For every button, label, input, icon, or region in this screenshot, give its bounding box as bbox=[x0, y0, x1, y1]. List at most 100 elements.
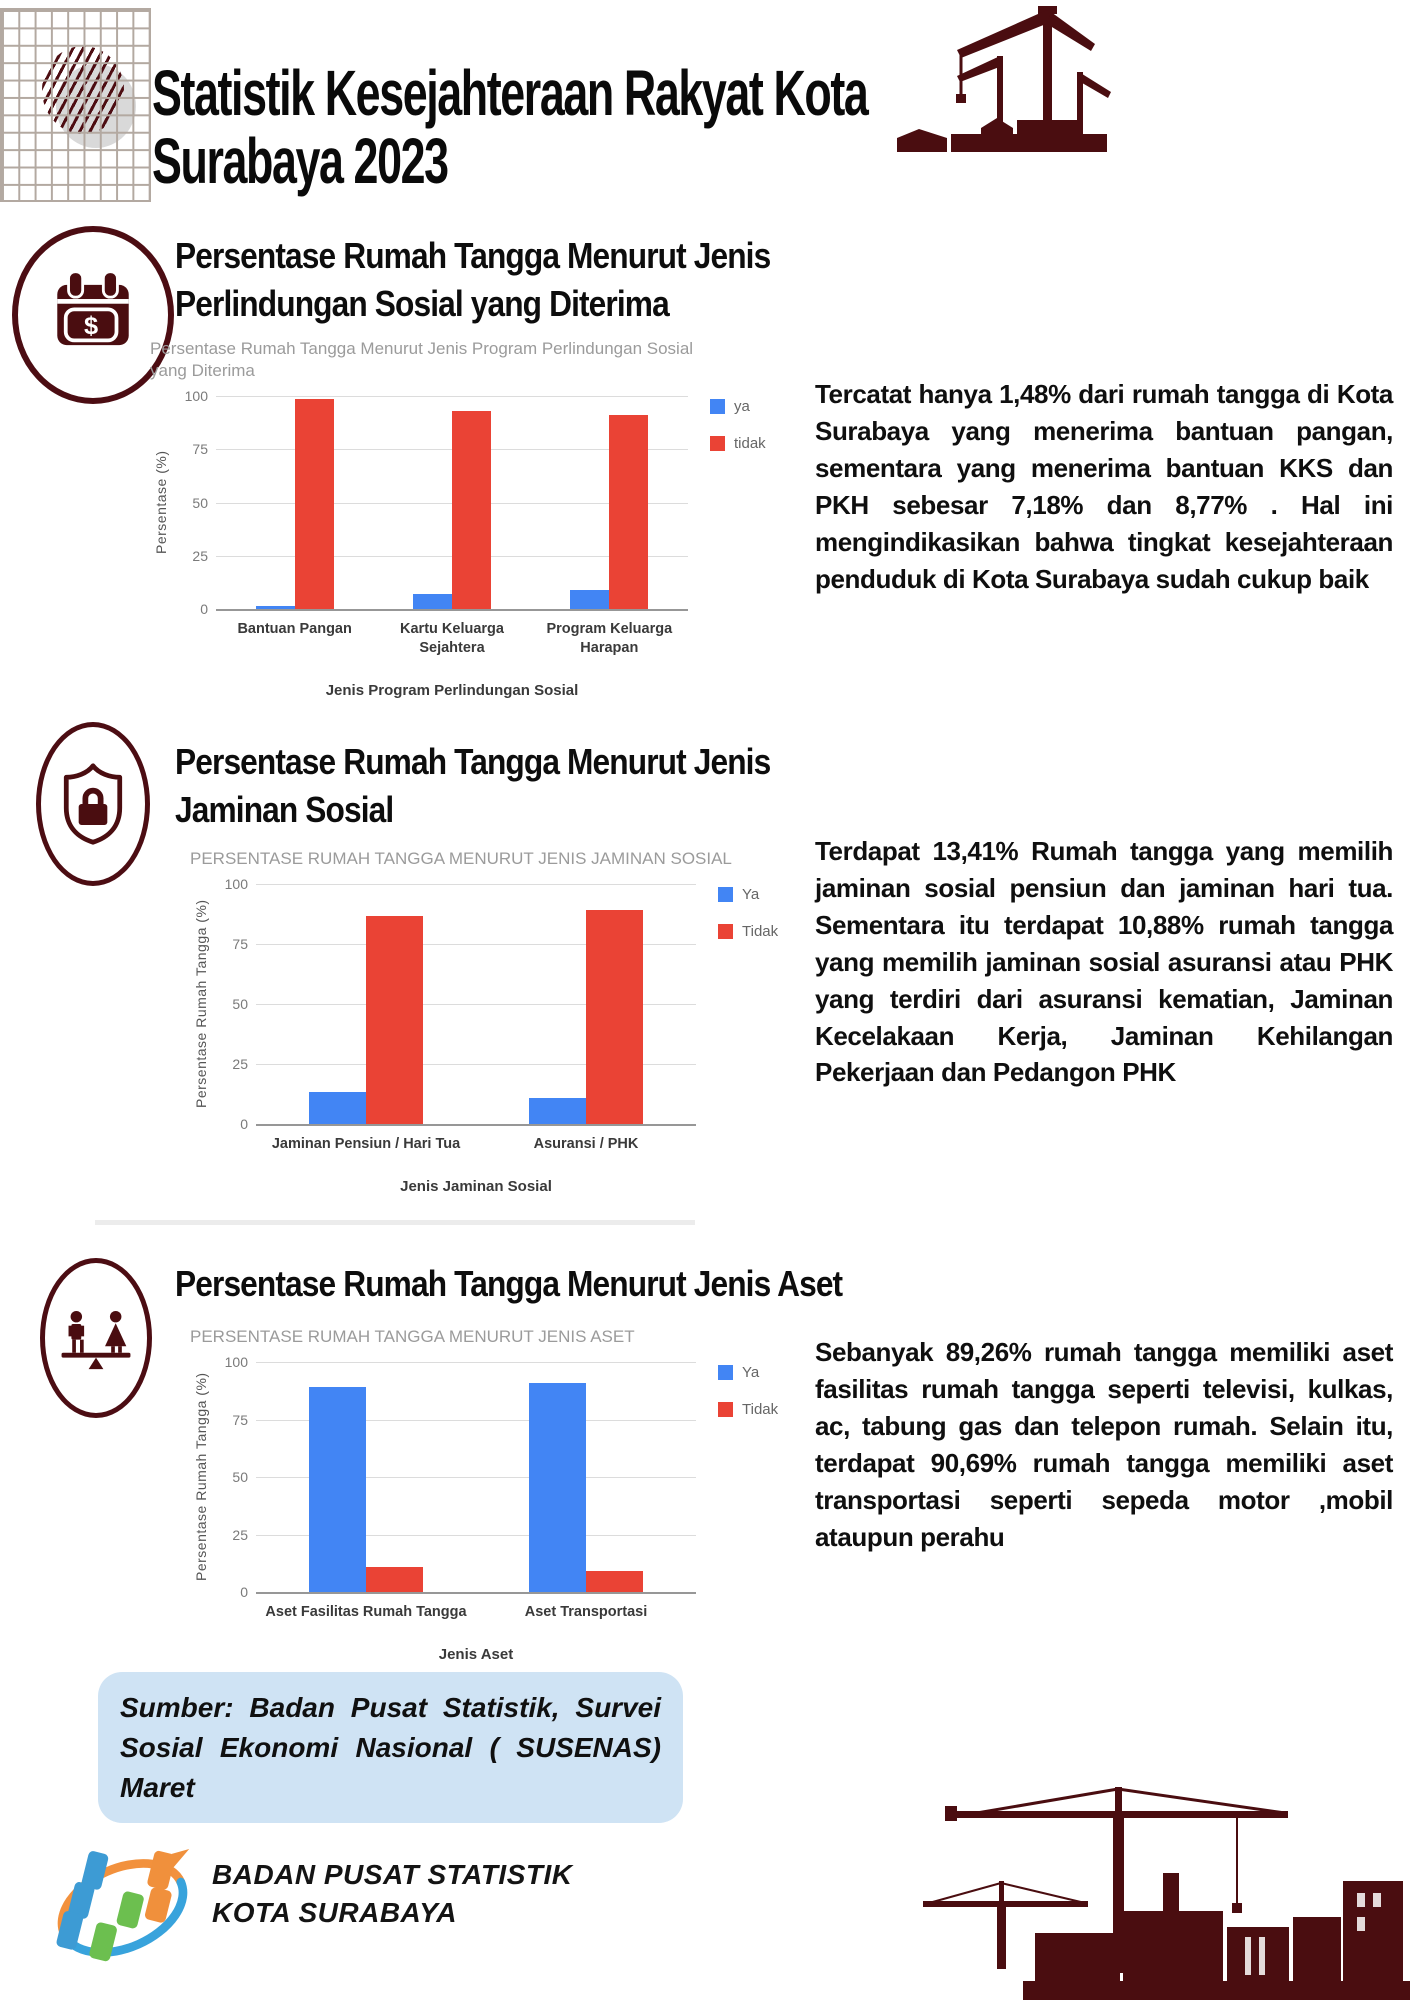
legend-swatch bbox=[718, 887, 733, 903]
bar-tidak bbox=[586, 910, 643, 1125]
svg-text:$: $ bbox=[84, 312, 98, 340]
social-security-icon-badge bbox=[36, 722, 150, 886]
legend-label: Tidak bbox=[742, 1401, 779, 1419]
axis-column: 0 25 50 75 100 Jaminan Pensiun / Hari Tua Asur… bbox=[225, 876, 696, 1195]
y-tick-label: 25 bbox=[192, 547, 208, 564]
plot-area: 0 25 50 75 100 bbox=[225, 1354, 696, 1600]
y-tick-label: 25 bbox=[232, 1056, 248, 1073]
y-tick-label: 75 bbox=[232, 936, 248, 953]
calendar-dollar-icon: $ bbox=[57, 270, 129, 346]
legend: Ya Tidak bbox=[718, 886, 778, 940]
bar-tidak bbox=[366, 1567, 423, 1593]
bar-ya bbox=[309, 1092, 366, 1125]
y-tick-label: 100 bbox=[184, 388, 208, 405]
bar-tidak bbox=[586, 1571, 643, 1593]
y-tick-label: 0 bbox=[240, 1584, 248, 1601]
chart-body: Persentase (%) 0 25 50 75 100 Bantuan Pangan Ka… bbox=[150, 388, 766, 699]
plot-area: 0 25 50 75 100 bbox=[225, 876, 696, 1132]
footer-organization: BADAN PUSAT STATISTIK KOTA SURABAYA bbox=[212, 1856, 573, 1931]
legend-item: Tidak bbox=[718, 923, 778, 940]
y-tick-label: 0 bbox=[240, 1116, 248, 1133]
gridline bbox=[256, 884, 696, 886]
category-label: Asuransi / PHK bbox=[533, 1136, 639, 1153]
chart-2-bottom-edge bbox=[95, 1220, 695, 1225]
section-1-heading: Persentase Rumah Tangga Menurut Jenis Pe… bbox=[175, 235, 771, 324]
y-axis-label: Persentase Rumah Tangga (%) bbox=[193, 1372, 209, 1582]
chart-perlindungan-sosial: Persentase Rumah Tangga Menurut Jenis Pr… bbox=[150, 338, 766, 699]
x-axis-label: Jenis Program Perlindungan Sosial bbox=[325, 681, 579, 699]
legend-item: tidak bbox=[710, 435, 766, 452]
legend: Ya Tidak bbox=[718, 1364, 778, 1418]
port-crane-illustration bbox=[897, 6, 1111, 152]
chart-jenis-aset: PERSENTASE RUMAH TANGGA MENURUT JENIS AS… bbox=[190, 1326, 778, 1663]
legend-label: tidak bbox=[734, 435, 766, 453]
bar-groups bbox=[216, 396, 688, 610]
x-axis-label: Jenis Jaminan Sosial bbox=[400, 1177, 552, 1195]
y-tick-label: 75 bbox=[232, 1411, 248, 1428]
y-tick-label: 100 bbox=[224, 876, 248, 893]
gender-balance-icon bbox=[61, 1310, 131, 1370]
legend-item: Tidak bbox=[718, 1401, 778, 1418]
chart-body: Persentase Rumah Tangga (%) 0 25 50 75 100 Jam… bbox=[190, 876, 778, 1195]
category-label: Jaminan Pensiun / Hari Tua bbox=[271, 1136, 461, 1153]
source-box: Sumber: Badan Pusat Statistik, Survei So… bbox=[98, 1672, 683, 1824]
shield-lock-icon bbox=[63, 763, 123, 845]
social-protection-icon-badge: $ bbox=[12, 226, 174, 404]
bar-groups bbox=[256, 1362, 696, 1593]
category-labels: Aset Fasilitas Rumah Tangga Aset Transpor… bbox=[256, 1603, 696, 1622]
section-2-paragraph: Terdapat 13,41% Rumah tangga yang memili… bbox=[815, 836, 1393, 1088]
footer-org-line1: BADAN PUSAT STATISTIK bbox=[212, 1859, 573, 1890]
category-label: Aset Fasilitas Rumah Tangga bbox=[265, 1604, 467, 1621]
y-tick-label: 25 bbox=[232, 1526, 248, 1543]
header-hatched-circle bbox=[42, 46, 124, 134]
legend-swatch bbox=[710, 436, 725, 452]
legend-swatch bbox=[718, 924, 733, 940]
legend-label: Ya bbox=[742, 1364, 760, 1382]
category-label: Kartu Keluarga Sejahtera bbox=[400, 621, 504, 657]
bar-tidak bbox=[366, 916, 423, 1125]
legend-item: Ya bbox=[718, 1364, 778, 1381]
bar-ya bbox=[529, 1383, 586, 1593]
legend: ya tidak bbox=[710, 398, 766, 452]
section-1-paragraph: Tercatat hanya 1,48% dari rumah tangga d… bbox=[815, 379, 1393, 594]
bar-group bbox=[412, 411, 491, 610]
bar-tidak bbox=[294, 399, 334, 610]
bar-ya bbox=[529, 1098, 586, 1125]
legend-label: Tidak bbox=[742, 923, 779, 941]
y-tick-label: 75 bbox=[192, 441, 208, 458]
y-tick-label: 50 bbox=[232, 996, 248, 1013]
legend-item: Ya bbox=[718, 886, 778, 903]
y-tick-label: 50 bbox=[192, 494, 208, 511]
legend-item: ya bbox=[710, 398, 766, 415]
gridline bbox=[256, 1477, 696, 1479]
category-label: Aset Transportasi bbox=[524, 1604, 648, 1621]
bar-group bbox=[255, 399, 334, 610]
gridline bbox=[256, 944, 696, 946]
section-3-paragraph: Sebanyak 89,26% rumah tangga memiliki as… bbox=[815, 1337, 1393, 1552]
bps-logo bbox=[56, 1849, 190, 1962]
bar-group bbox=[529, 910, 643, 1125]
chart-title: PERSENTASE RUMAH TANGGA MENURUT JENIS AS… bbox=[190, 1327, 635, 1346]
bar-ya bbox=[255, 606, 295, 610]
bar-group bbox=[570, 415, 649, 610]
legend-swatch bbox=[718, 1402, 733, 1418]
bar-tidak bbox=[609, 415, 649, 610]
axis-column: 0 25 50 75 100 Aset Fasilitas Rumah Tangga Ase… bbox=[225, 1354, 696, 1663]
x-axis-label: Jenis Aset bbox=[438, 1645, 514, 1663]
axis-column: 0 25 50 75 100 Bantuan Pangan Kartu Keluarga S… bbox=[185, 388, 688, 699]
gridline bbox=[256, 1534, 696, 1536]
section-3-heading: Persentase Rumah Tangga Menurut Jenis As… bbox=[175, 1263, 843, 1304]
footer-org-line2: KOTA SURABAYA bbox=[212, 1896, 458, 1928]
y-axis-label: Persentase Rumah Tangga (%) bbox=[193, 899, 209, 1109]
bar-groups bbox=[256, 884, 696, 1125]
chart-title: Persentase Rumah Tangga Menurut Jenis Pr… bbox=[150, 339, 694, 381]
legend-swatch bbox=[718, 1365, 733, 1381]
gridline bbox=[256, 1362, 696, 1364]
asset-icon-badge bbox=[40, 1258, 152, 1418]
construction-site-illustration bbox=[923, 1787, 1410, 2000]
page-title: Statistik Kesejahteraan Rakyat Kota Sura… bbox=[152, 56, 869, 198]
category-label: Bantuan Pangan bbox=[237, 621, 352, 638]
bar-ya bbox=[412, 594, 452, 610]
bar-ya bbox=[570, 590, 610, 610]
